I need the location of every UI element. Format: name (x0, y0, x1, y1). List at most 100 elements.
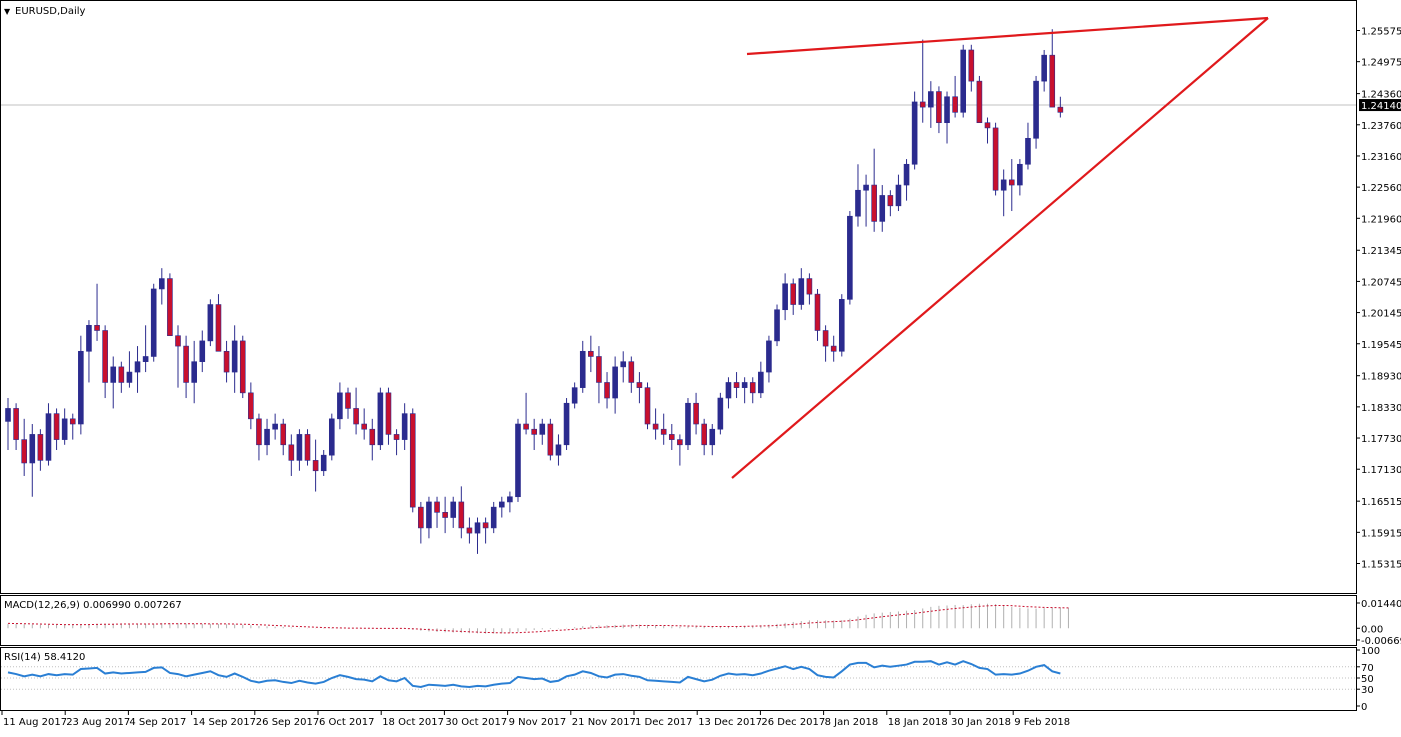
bull-candle-body (426, 501, 432, 529)
bull-candle-body (895, 184, 902, 207)
macd-signal-line (7, 604, 1069, 634)
bear-candle-body (53, 413, 60, 440)
price-tick-label: 1.19545 (1361, 340, 1401, 351)
bear-candle-body (984, 122, 991, 129)
bear-candle-body (458, 501, 465, 529)
price-tick-label: 1.18330 (1361, 403, 1401, 414)
candle (1049, 29, 1056, 108)
candle (239, 335, 246, 399)
bull-candle-body (928, 91, 934, 108)
symbol-icon[interactable]: ▼ (4, 7, 11, 16)
candle (863, 174, 869, 227)
macd-tick-label: -0.006696 (1361, 636, 1401, 647)
bear-candle-body (442, 512, 448, 518)
candle (320, 449, 327, 476)
macd-layer (7, 603, 1069, 634)
candle (191, 340, 197, 404)
bull-candle-body (450, 501, 457, 518)
time-tick-label: 6 Oct 2017 (319, 717, 374, 728)
bull-candle-body (555, 444, 562, 456)
bear-candle-body (701, 423, 707, 446)
bull-candle-body (474, 522, 481, 534)
candle (555, 434, 562, 466)
candle (911, 91, 918, 170)
candle (652, 408, 659, 440)
candle (159, 268, 165, 305)
bear-candle-body (482, 522, 489, 529)
price-tick-label: 1.17730 (1361, 434, 1401, 445)
bear-candle-body (21, 439, 27, 464)
candle (1033, 75, 1039, 149)
bear-candle-body (69, 418, 76, 425)
candle (830, 335, 837, 362)
candle (758, 361, 764, 399)
candle (871, 148, 877, 232)
bull-candle-body (782, 283, 788, 311)
bear-candle-body (660, 428, 667, 435)
bull-candle-body (774, 309, 780, 342)
bear-candle-body (175, 335, 181, 347)
bear-candle-body (596, 356, 602, 383)
candle (458, 486, 465, 539)
candle (280, 418, 287, 456)
candle (369, 418, 376, 461)
bull-candle-body (515, 423, 521, 498)
candle (337, 382, 343, 430)
candle (1025, 122, 1031, 170)
candle (264, 418, 270, 456)
bear-candle-body (628, 361, 635, 383)
candle (1057, 96, 1064, 118)
candle (960, 44, 967, 118)
bear-candle-body (434, 501, 440, 513)
trendlines-layer[interactable] (731, 16, 1269, 479)
rsi-tick-label: 50 (1361, 674, 1374, 685)
bear-candle-body (919, 101, 926, 108)
candle (620, 351, 627, 383)
candle (434, 496, 440, 528)
price-tick-label: 1.21960 (1361, 214, 1401, 225)
bull-candle-body (838, 299, 845, 352)
candle (563, 398, 570, 450)
bull-candle-body (328, 418, 335, 456)
bull-candle-body (45, 413, 52, 461)
bull-candle-body (231, 340, 238, 373)
bull-candle-body (725, 382, 732, 399)
candle (928, 81, 934, 128)
time-tick-label: 9 Feb 2018 (1014, 717, 1070, 728)
candle (393, 429, 400, 456)
candle (798, 268, 805, 310)
time-tick-label: 8 Jan 2018 (825, 717, 879, 728)
bear-candle-body (814, 293, 821, 331)
candle (328, 413, 335, 461)
rsi-tick-label: 0 (1361, 702, 1367, 713)
bull-candle-body (855, 189, 861, 217)
candle (110, 356, 117, 409)
candle (69, 413, 76, 440)
bull-candle-body (847, 215, 853, 300)
candle (968, 44, 975, 92)
bull-candle-body (709, 428, 716, 446)
time-tick-label: 26 Sep 2017 (256, 717, 319, 728)
bear-candle-body (118, 366, 125, 383)
candle (94, 283, 100, 341)
bull-candle-body (207, 304, 214, 342)
bear-candle-body (409, 413, 416, 508)
bull-candle-body (1000, 179, 1007, 191)
bear-candle-body (418, 506, 424, 529)
bull-candle-body (798, 278, 805, 305)
bull-candle-body (61, 418, 68, 440)
resistance-trendline (746, 16, 1269, 56)
candle (790, 278, 797, 315)
price-tick-label: 1.21345 (1361, 246, 1401, 257)
price-tick-label: 1.15915 (1361, 528, 1401, 539)
bear-candle-body (280, 423, 287, 446)
candle (766, 335, 772, 383)
bull-candle-body (741, 382, 748, 388)
bull-candle-body (159, 278, 165, 290)
candle (717, 392, 724, 435)
candle (296, 429, 303, 471)
candle (992, 122, 999, 196)
bull-candle-body (272, 423, 278, 430)
